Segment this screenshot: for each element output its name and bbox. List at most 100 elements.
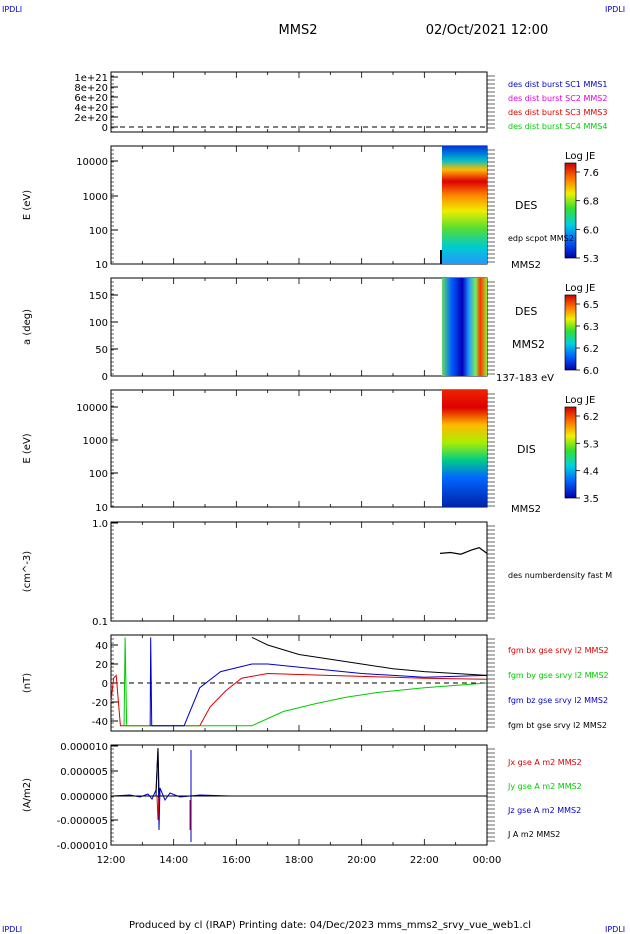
panel-frame-panel1 [110, 71, 488, 133]
ytick-label: 150 [89, 291, 108, 302]
colorbar-des-energy [564, 162, 577, 259]
spectrogram-cells [442, 390, 487, 507]
colorbar-tick-label: 4.4 [583, 467, 599, 478]
spacecraft-title: MMS2 [279, 23, 318, 38]
ytick-label: 100 [89, 469, 108, 480]
ytick-label: -40 [92, 717, 108, 728]
panel-label: DIS [517, 443, 536, 456]
ytick-label: 8e+20 [74, 83, 108, 94]
y-axis-label: a (deg) [22, 309, 33, 345]
colorbar-tick-label: 6.8 [583, 197, 599, 208]
series-line-b2 [149, 637, 488, 727]
colorbar-tick-label: 6.0 [583, 225, 599, 236]
des-energy-spectrogram [440, 146, 487, 264]
ytick-label: 0.1 [92, 617, 108, 628]
xtick-label: 14:00 [159, 855, 188, 866]
panel-label: DES [515, 305, 537, 318]
xtick-label: 12:00 [97, 855, 126, 866]
xtick-label: 00:00 [473, 855, 502, 866]
y-axis-label: E (eV) [22, 190, 33, 220]
ytick-label: 0 [102, 123, 108, 134]
ytick-label: 1e+21 [74, 73, 108, 84]
panel-frame-panel7 [110, 744, 488, 846]
legend-entry: des dist burst SC1 MMS1 [508, 80, 607, 89]
panel-frame-panel3 [110, 277, 488, 377]
panel-frames [110, 71, 495, 846]
ytick-label: 40 [95, 641, 108, 652]
ytick-label: 1000 [83, 436, 108, 447]
ytick-label: 10 [95, 260, 108, 271]
corner-label-bottom-right: IPDLI [605, 925, 625, 934]
xtick-label: 16:00 [222, 855, 251, 866]
spectrogram-cells [442, 278, 487, 376]
colorbar-title: Log JE [565, 395, 595, 406]
current-jx-spike [156, 795, 160, 821]
panel-label: edp scpot MMS2 [508, 234, 574, 243]
series-line-density [439, 547, 488, 555]
y-axis-label: (A/m2) [22, 778, 33, 812]
series-line-b3 [251, 636, 488, 676]
ytick-label: 4e+20 [74, 103, 108, 114]
datetime-title: 02/Oct/2021 12:00 [426, 23, 548, 38]
colorbar-dis-energy [564, 406, 577, 499]
series-line-b1 [123, 637, 488, 727]
ytick-label: 0 [102, 372, 108, 383]
ytick-label: 10000 [76, 403, 108, 414]
ytick-label: 100 [89, 318, 108, 329]
ytick-label: 0.000010 [60, 742, 108, 753]
generated-axes-and-series: 02e+204e+206e+208e+201e+2110100100010000… [22, 73, 612, 866]
current-density-traces [111, 747, 238, 842]
panel-frame-panel4 [110, 389, 488, 508]
legend-entry: Jy gse A m2 MMS2 [507, 782, 582, 791]
ytick-label: 0.000000 [60, 792, 108, 803]
colorbar-des-pitch [564, 294, 577, 371]
legend-entry: des numberdensity fast M [508, 571, 612, 580]
footer-credits: Produced by cl (IRAP) Printing date: 04/… [129, 920, 531, 931]
xtick-label: 18:00 [285, 855, 314, 866]
ytick-label: -0.000010 [57, 841, 108, 852]
legend-entry: Jz gse A m2 MMS2 [507, 806, 581, 815]
legend-entry: fgm bt gse srvy l2 MMS2 [508, 721, 607, 730]
ytick-label: 100 [89, 226, 108, 237]
corner-label-bottom-left: IPDLI [2, 925, 22, 934]
panel-label: DES [515, 199, 537, 212]
des-pitch-angle-spectrogram [442, 278, 487, 376]
legend-entry: J A m2 MMS2 [507, 830, 560, 839]
ytick-label: 1000 [83, 192, 108, 203]
legend-entry: des dist burst SC3 MMS3 [508, 108, 607, 117]
colorbar-tick-label: 3.5 [583, 494, 599, 505]
colorbar-tick-label: 6.5 [583, 300, 599, 311]
panel-label: MMS2 [511, 504, 541, 515]
xtick-label: 22:00 [410, 855, 439, 866]
legend-entry: des dist burst SC4 MMS4 [508, 122, 607, 131]
colorbar-title: Log JE [565, 283, 595, 294]
legend-entry: fgm bz gse srvy l2 MMS2 [508, 696, 608, 705]
colorbar-tick-label: 5.3 [583, 254, 599, 265]
legend-entry: Jx gse A m2 MMS2 [507, 758, 582, 767]
xtick-label: 20:00 [347, 855, 376, 866]
panel-label: MMS2 [511, 260, 541, 271]
y-axis-label: (cm^-3) [22, 551, 33, 592]
ytick-label: 50 [95, 345, 108, 356]
series-line-b0 [110, 672, 488, 727]
ytick-label: -20 [92, 698, 108, 709]
colorbar-tick-label: 6.3 [583, 322, 599, 333]
spectrogram-cells [442, 146, 487, 264]
corner-label-top-left: IPDLI [2, 5, 22, 14]
ytick-label: 1.0 [92, 519, 108, 530]
legend-entry: des dist burst SC2 MMS2 [508, 94, 607, 103]
colorbar-tick-label: 7.6 [583, 168, 599, 179]
panel-frame-panel2 [110, 145, 488, 265]
ytick-label: 0 [102, 679, 108, 690]
panel-label: 137-183 eV [496, 373, 554, 384]
dis-energy-spectrogram [442, 390, 487, 507]
colorbar-title: Log JE [565, 151, 595, 162]
colorbar-tick-label: 6.2 [583, 412, 599, 423]
ytick-label: 10000 [76, 157, 108, 168]
y-axis-label: (nT) [22, 673, 33, 693]
y-axis-label: E (eV) [22, 433, 33, 463]
ytick-label: 0.000005 [60, 767, 108, 778]
colorbar-tick-label: 6.2 [583, 344, 599, 355]
panel-label: MMS2 [512, 338, 545, 351]
legend-entry: fgm by gse srvy l2 MMS2 [508, 671, 609, 680]
